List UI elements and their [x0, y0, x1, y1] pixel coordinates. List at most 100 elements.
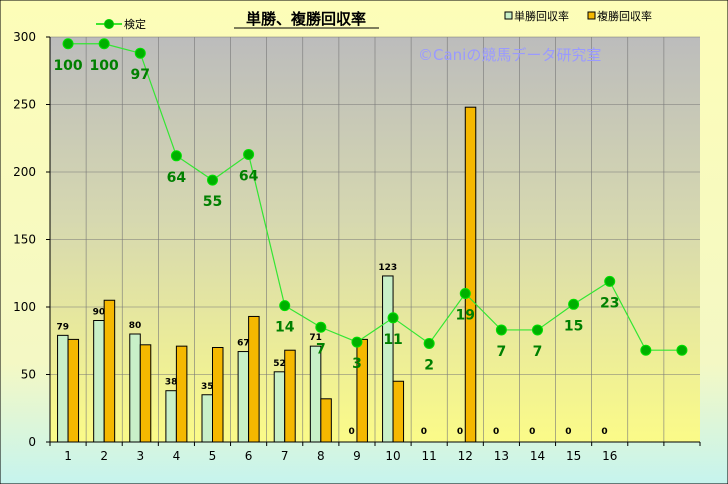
bar [320, 398, 332, 443]
line-data-label: 11 [383, 332, 402, 348]
x-tick-label: 9 [353, 449, 361, 463]
bar-data-label: 80 [129, 321, 142, 331]
x-tick-label: 6 [245, 449, 253, 463]
y-tick-label: 250 [13, 98, 36, 112]
bar [129, 333, 141, 443]
line-data-label: 100 [53, 58, 82, 74]
line-point [459, 288, 471, 299]
line-point [568, 298, 580, 310]
bar [356, 338, 368, 443]
bar [175, 345, 188, 443]
bar [464, 106, 477, 443]
line-data-label: 2 [424, 357, 434, 373]
bar [103, 299, 116, 443]
bar [139, 344, 152, 443]
line-data-label: 3 [352, 356, 362, 372]
line-data-label: 7 [497, 344, 507, 360]
line-data-label: 23 [600, 295, 619, 311]
x-tick-label: 4 [173, 449, 181, 463]
bar [212, 347, 224, 443]
line-point [423, 337, 435, 349]
x-tick-label: 3 [136, 449, 144, 463]
x-tick-label: 12 [458, 449, 473, 463]
bar-data-label: 52 [273, 359, 286, 369]
bar-data-label: 0 [601, 427, 607, 437]
y-tick-label: 200 [13, 165, 36, 179]
line-data-label: 7 [316, 341, 326, 357]
bar-data-label: 123 [378, 263, 397, 273]
line-path [68, 43, 682, 351]
bar-data-label: 35 [201, 382, 214, 392]
bar [57, 334, 69, 443]
y-tick-label: 300 [13, 30, 36, 44]
x-tick-label: 15 [566, 449, 581, 463]
legend-label-place: 複勝回収率 [597, 9, 652, 23]
bar [309, 345, 322, 443]
chart-title: 単勝、複勝回収率 [246, 10, 366, 28]
x-tick-label: 7 [281, 449, 289, 463]
line-point [98, 38, 110, 50]
bar [67, 338, 80, 443]
line-data-label: 15 [564, 318, 583, 334]
line-point [134, 47, 146, 59]
line-data-label: 64 [167, 170, 187, 186]
x-tick-label: 5 [209, 449, 217, 463]
bar [248, 315, 260, 443]
bar-data-label: 90 [93, 308, 106, 318]
x-tick-label: 2 [100, 449, 108, 463]
line-point [676, 344, 688, 356]
x-tick-label: 11 [422, 449, 437, 463]
bar-data-label: 38 [165, 378, 178, 388]
bar [273, 371, 286, 443]
bar-data-label: 0 [349, 427, 355, 437]
bar-data-label: 79 [57, 322, 70, 332]
bar [165, 390, 177, 443]
y-tick-label: 100 [13, 300, 36, 314]
x-tick-label: 14 [530, 449, 545, 463]
line-point [532, 324, 543, 336]
line-point [315, 321, 327, 333]
legend-label-win: 単勝回収率 [514, 9, 569, 23]
legend: 検定 単勝回収率 複勝回収率 [96, 9, 652, 31]
bar-data-label: 0 [493, 427, 499, 437]
legend-line-marker [104, 19, 114, 29]
line-point [170, 150, 182, 162]
y-tick-label: 50 [21, 368, 36, 382]
line-point [207, 174, 218, 186]
y-tick-label: 150 [13, 233, 36, 247]
line-data-label: 97 [131, 67, 150, 83]
x-tick-label: 16 [602, 449, 617, 463]
x-tick-label: 8 [317, 449, 325, 463]
line-point [351, 336, 363, 348]
bar [237, 351, 250, 443]
line-point [387, 312, 399, 324]
bar-data-label: 67 [237, 339, 250, 349]
line-point [279, 300, 291, 312]
line-point [62, 38, 74, 50]
bar-data-label: 71 [309, 333, 322, 343]
line-data-label: 19 [456, 308, 475, 324]
line-data-label: 7 [533, 344, 543, 360]
legend-label-line: 検定 [124, 17, 146, 31]
line-point [495, 324, 507, 336]
bar-data-label: 0 [565, 427, 571, 437]
line-series [62, 38, 688, 356]
line-data-label: 100 [90, 58, 119, 74]
y-tick-label: 0 [28, 435, 36, 449]
line-data-label: 14 [275, 320, 295, 336]
line-data-label: 64 [239, 168, 259, 184]
line-point [604, 275, 616, 287]
bar-data-label: 0 [529, 427, 535, 437]
bar-data-label: 0 [457, 427, 463, 437]
legend-swatch-win [504, 11, 513, 20]
line-point [243, 148, 255, 160]
bar [382, 275, 394, 443]
data-labels: 79 90 80 38 35 67 52 71 0 123 0 0 0 0 0 0 100 100 97 64 55 64… [53, 58, 619, 437]
bar [201, 394, 213, 443]
bar [392, 380, 405, 443]
bar-data-label: 0 [421, 427, 427, 437]
watermark: ©Caniの競馬データ研究室 [418, 46, 601, 64]
